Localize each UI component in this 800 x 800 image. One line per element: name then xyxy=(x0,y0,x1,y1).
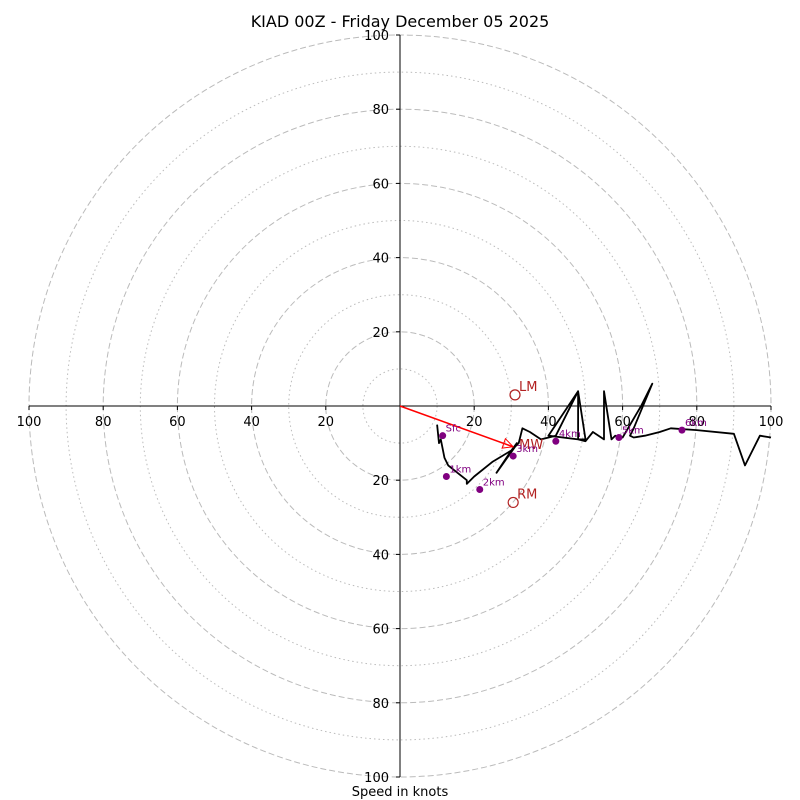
y-tick-label: 100 xyxy=(364,771,389,786)
x-tick-label: 100 xyxy=(759,415,784,430)
x-tick-label: 40 xyxy=(243,415,260,430)
x-tick-label: 60 xyxy=(169,415,186,430)
x-tick-label: 20 xyxy=(318,415,335,430)
y-tick-label: 100 xyxy=(364,29,389,44)
mean-wind-label: MW xyxy=(519,438,543,453)
y-tick-label: 60 xyxy=(372,623,389,638)
storm-motion-label-lm: LM xyxy=(519,380,537,395)
height-marker-dot xyxy=(615,434,623,442)
mean-wind-arrowhead xyxy=(501,437,515,449)
x-axis-label: Speed in knots xyxy=(352,785,449,800)
height-marker-label: 4km xyxy=(559,429,581,440)
height-marker-layer: Sfc 1km 2km 3km 4km 5km 6km xyxy=(439,418,707,493)
chart-title: KIAD 00Z - Friday December 05 2025 xyxy=(251,12,550,31)
axes: 100 80 60 40 20 20 40 60 80 100 100 80 60 40 20 20 40 60 8… xyxy=(17,29,784,786)
x-tick-label: 80 xyxy=(95,415,112,430)
height-marker-dot xyxy=(552,437,560,445)
mean-wind-arrow xyxy=(399,405,514,448)
x-tick-label: 20 xyxy=(466,415,483,430)
storm-motion-label-rm: RM xyxy=(517,487,537,502)
height-marker-label: 6km xyxy=(685,418,707,429)
height-marker-dot xyxy=(509,452,517,460)
hodograph-trace xyxy=(436,382,772,485)
height-marker-dot xyxy=(439,432,447,440)
storm-motion-marker-lm xyxy=(509,389,521,401)
height-marker-label: 2km xyxy=(483,477,505,488)
mean-wind-arrow-layer: MW xyxy=(399,405,543,453)
y-tick-label: 20 xyxy=(372,326,389,341)
height-marker-label: 1km xyxy=(449,464,471,475)
height-marker-dot xyxy=(442,472,450,480)
height-marker-label: 5km xyxy=(622,426,644,437)
storm-motion-layer: LM RM xyxy=(507,380,537,509)
height-marker-dot xyxy=(476,485,484,493)
hodograph-trace-layer xyxy=(436,382,772,485)
x-tick-label: 100 xyxy=(17,415,42,430)
height-marker-label: Sfc xyxy=(446,424,461,435)
y-tick-label: 80 xyxy=(372,103,389,118)
x-tick-label: 40 xyxy=(540,415,557,430)
x-tick-label: 80 xyxy=(689,415,706,430)
height-marker-label: 3km xyxy=(516,444,538,455)
storm-motion-marker-rm xyxy=(507,496,519,509)
y-tick-label: 20 xyxy=(372,474,389,489)
y-tick-label: 60 xyxy=(372,177,389,192)
y-tick-label: 40 xyxy=(372,252,389,267)
y-tick-label: 40 xyxy=(372,548,389,563)
y-tick-label: 80 xyxy=(372,697,389,712)
height-marker-dot xyxy=(678,426,686,434)
x-tick-label: 60 xyxy=(614,415,631,430)
